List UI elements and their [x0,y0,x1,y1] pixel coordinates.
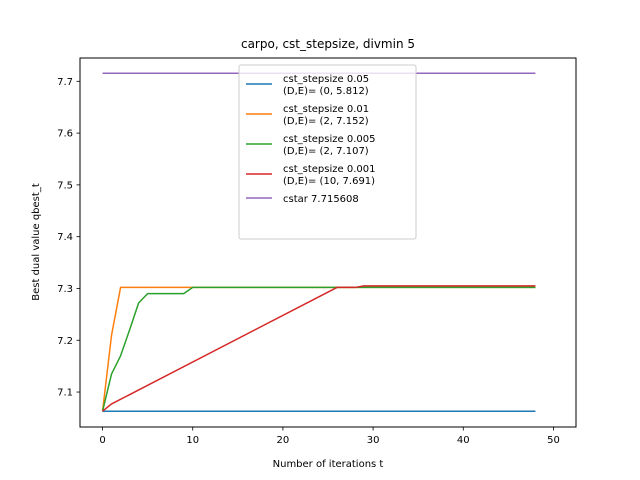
x-axis: 0 10 20 30 40 50 [99,427,560,446]
y-tick-label: 7.3 [57,284,73,295]
legend-label-2: (D,E)= (2, 7.107) [283,146,369,157]
x-tick-label: 40 [457,435,470,446]
plot-frame [79,57,577,428]
legend-label-2: cst_stepsize 0.005 [283,134,375,145]
series-line-3 [102,285,536,412]
legend-label-1: (D,E)= (2, 7.152) [283,116,369,127]
y-tick-label: 7.7 [57,77,73,88]
legend-label-3: cst_stepsize 0.001 [283,164,375,175]
y-axis: 7.1 7.2 7.3 7.4 7.5 7.6 7.7 [57,77,80,399]
chart-title: carpo, cst_stepsize, divmin 5 [241,37,415,51]
y-tick-label: 7.6 [57,129,73,140]
legend-label-0: cst_stepsize 0.05 [283,74,369,85]
legend-label-1: cst_stepsize 0.01 [283,104,369,115]
y-tick-label: 7.2 [57,336,73,347]
legend-label-4: cstar 7.715608 [283,194,359,205]
x-axis-label: Number of iterations t [273,459,384,470]
legend-label-3: (D,E)= (10, 7.691) [283,176,375,187]
x-tick-label: 0 [99,435,105,446]
y-tick-label: 7.1 [57,388,73,399]
series-layer [101,72,536,412]
y-tick-label: 7.5 [57,180,73,191]
series-line-2 [101,286,536,412]
x-tick-label: 50 [547,435,560,446]
x-tick-label: 20 [277,435,290,446]
y-tick-label: 7.4 [57,232,73,243]
x-tick-label: 10 [186,435,199,446]
legend: cst_stepsize 0.05(D,E)= (0, 5.812) cst_st… [238,64,417,240]
legend-box [238,64,417,240]
x-tick-label: 30 [367,435,380,446]
legend-label-0: (D,E)= (0, 5.812) [283,86,369,97]
y-axis-label: Best dual value qbest_t [31,183,42,301]
